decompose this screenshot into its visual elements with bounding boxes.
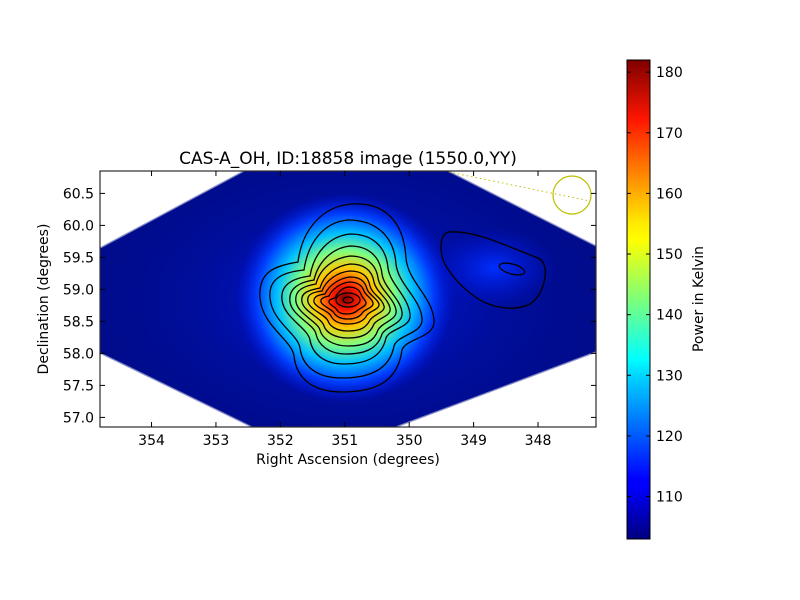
- contour-level-3: [281, 233, 411, 365]
- image-edge: [100, 171, 596, 427]
- contour-level-9: [320, 281, 374, 320]
- colorbar-tick-label: 180: [656, 65, 683, 81]
- beam-guide-line: [448, 171, 591, 202]
- y-tick-label: 58.0: [63, 346, 94, 362]
- contour-level-7: [307, 270, 385, 332]
- x-tick-label: 353: [203, 433, 230, 449]
- contour-level-8: [313, 276, 380, 325]
- beam-marker: [552, 175, 592, 215]
- y-tick-label: 60.5: [63, 186, 94, 202]
- colorbar-tick-label: 160: [656, 186, 683, 202]
- colorbar-tick-label: 120: [656, 429, 683, 445]
- contour-level-5: [295, 255, 397, 347]
- contour-level-2: [269, 219, 423, 379]
- x-axis-label: Right Ascension (degrees): [256, 452, 440, 468]
- contour-level-11: [335, 292, 361, 308]
- y-tick-label: 57.0: [63, 410, 94, 426]
- colorbar-tick-label: 110: [656, 490, 683, 506]
- colorbar-tick-label: 130: [656, 368, 683, 384]
- colorbar: 110 120 130 140 150 160 170 180 Power in Kelvin: [626, 59, 707, 540]
- x-axis-ticks: 354 353 352 351 350 349 348: [138, 171, 551, 449]
- y-tick-label: 57.5: [63, 378, 94, 394]
- contour-lines: [259, 203, 546, 393]
- x-tick-label: 354: [138, 433, 165, 449]
- plot-frame: [99, 170, 597, 428]
- x-tick-label: 351: [331, 433, 358, 449]
- y-tick-label: 59.0: [63, 282, 94, 298]
- colorbar-gradient: [626, 59, 651, 540]
- plot-area: [100, 171, 596, 427]
- contour-secondary-outer: [440, 231, 546, 309]
- colorbar-tick-label: 150: [656, 247, 683, 263]
- colorbar-label: Power in Kelvin: [691, 246, 707, 352]
- contour-level-6: [301, 263, 391, 339]
- x-tick-label: 349: [460, 433, 487, 449]
- chart-title: CAS-A_OH, ID:18858 image (1550.0,YY): [179, 149, 517, 169]
- colorbar-tick-label: 140: [656, 308, 683, 324]
- contour-level-10: [328, 286, 367, 315]
- y-tick-label: 60.0: [63, 218, 94, 234]
- contour-peak: [342, 296, 354, 304]
- x-tick-label: 348: [525, 433, 552, 449]
- colorbar-tick-label: 170: [656, 126, 683, 142]
- colorbar-ticks: 110 120 130 140 150 160 170 180: [627, 65, 683, 506]
- y-tick-label: 58.5: [63, 314, 94, 330]
- y-axis-ticks: 57.0 57.5 58.0 58.5 59.0 59.5 60.0 60.5: [63, 186, 596, 426]
- sky-image: [100, 171, 596, 427]
- y-tick-label: 59.5: [63, 250, 94, 266]
- y-axis-label: Declination (degrees): [36, 224, 52, 375]
- contour-level-4: [289, 245, 403, 355]
- x-tick-label: 352: [267, 433, 294, 449]
- contour-secondary-inner: [498, 262, 526, 276]
- x-tick-label: 350: [396, 433, 423, 449]
- source-secondary-emission: [432, 228, 556, 308]
- contour-level-1: [259, 203, 435, 393]
